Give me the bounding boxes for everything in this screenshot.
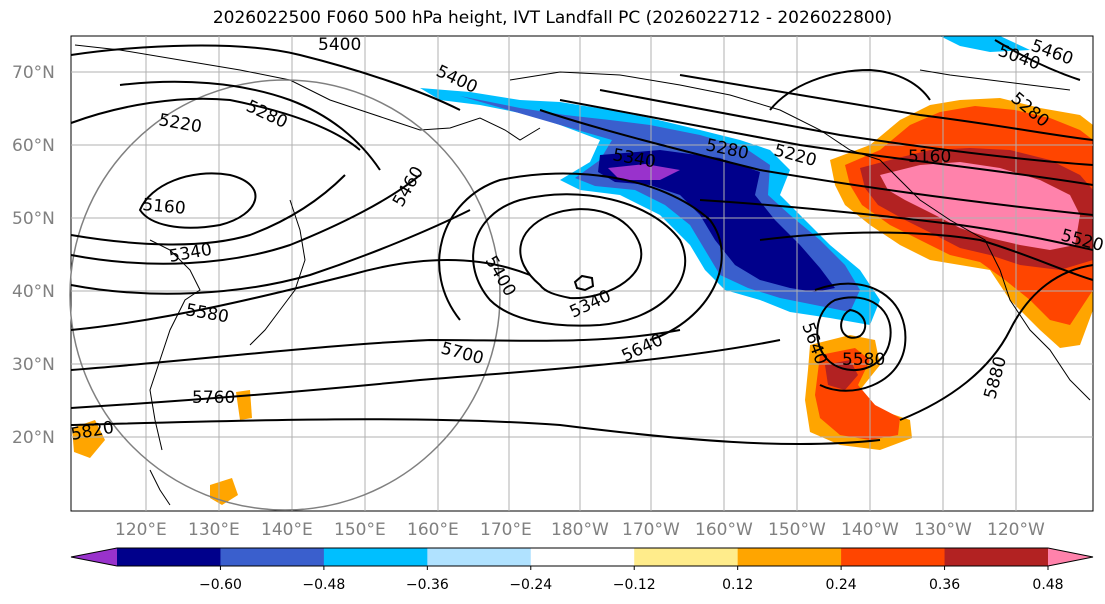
contour-label: 5820 [69, 418, 115, 445]
lon-label: 120°W [987, 520, 1045, 540]
colorbar-bin [737, 548, 842, 566]
lon-label: 140°E [261, 520, 313, 540]
lon-labels: 120°E 130°E 140°E 150°E 160°E 170°E 180°… [115, 520, 1045, 540]
lon-label: 130°E [188, 520, 240, 540]
lon-label: 130°W [914, 520, 972, 540]
lat-label: 60°N [12, 136, 55, 156]
colorbar-tick-label: −0.60 [199, 577, 242, 593]
colorbar-bin [220, 548, 325, 566]
colorbar-tick-label: −0.48 [302, 577, 345, 593]
lon-label: 150°E [334, 520, 386, 540]
colorbar-extend-min [71, 548, 117, 566]
colorbar-tick-label: 0.36 [929, 577, 960, 593]
contour-label: 5460 [389, 163, 428, 210]
colorbar-extend-max [1048, 548, 1093, 566]
colorbar: −0.60 −0.48 −0.36 −0.24 −0.12 0.12 0.24 0.36 0.4… [70, 547, 1094, 593]
lon-label: 150°W [768, 520, 826, 540]
lon-label: 170°E [480, 520, 532, 540]
lon-label: 120°E [115, 520, 167, 540]
lat-label: 70°N [12, 63, 55, 83]
colorbar-tick-label: −0.36 [406, 577, 449, 593]
lat-label: 30°N [12, 355, 55, 375]
colorbar-bin [117, 548, 221, 566]
lon-label: 180°W [551, 520, 609, 540]
height-contours [70, 39, 1094, 446]
contour-label: 5760 [192, 388, 235, 408]
range-circle [69, 79, 501, 511]
lon-label: 170°W [622, 520, 680, 540]
contour-label: 5400 [318, 35, 361, 55]
colorbar-tick-label: −0.12 [613, 577, 656, 593]
colorbar-tick-label: 0.48 [1032, 577, 1063, 593]
contour-label: 5580 [842, 350, 885, 370]
contour-label: 5220 [157, 110, 203, 137]
colorbar-bin [323, 548, 428, 566]
colorbar-bin [944, 548, 1049, 566]
lat-label: 40°N [12, 282, 55, 302]
contour-label: 5280 [243, 96, 291, 132]
contour-label: 5400 [481, 253, 520, 300]
lat-label: 20°N [12, 428, 55, 448]
ivt-shading [72, 36, 1093, 505]
colorbar-tick-label: −0.24 [509, 577, 552, 593]
contour-label: 5160 [908, 147, 951, 167]
colorbar-outline [70, 547, 1094, 567]
contour-label: 5160 [142, 195, 187, 219]
lat-label: 50°N [12, 209, 55, 229]
colorbar-tick-label: 0.24 [826, 577, 857, 593]
colorbar-bin [634, 548, 739, 566]
contour-label: 5880 [981, 354, 1012, 401]
lon-label: 160°W [695, 520, 753, 540]
contour-label: 5340 [567, 286, 615, 322]
lon-label: 160°E [407, 520, 459, 540]
lon-label: 140°W [841, 520, 899, 540]
colorbar-bin [530, 548, 635, 566]
colorbar-tick-label: 0.12 [722, 577, 753, 593]
map-title: 2026022500 F060 500 hPa height, IVT Land… [212, 8, 893, 28]
colorbar-bin [427, 548, 532, 566]
colorbar-bin [841, 548, 946, 566]
lat-labels: 70°N 60°N 50°N 40°N 30°N 20°N [12, 63, 55, 448]
